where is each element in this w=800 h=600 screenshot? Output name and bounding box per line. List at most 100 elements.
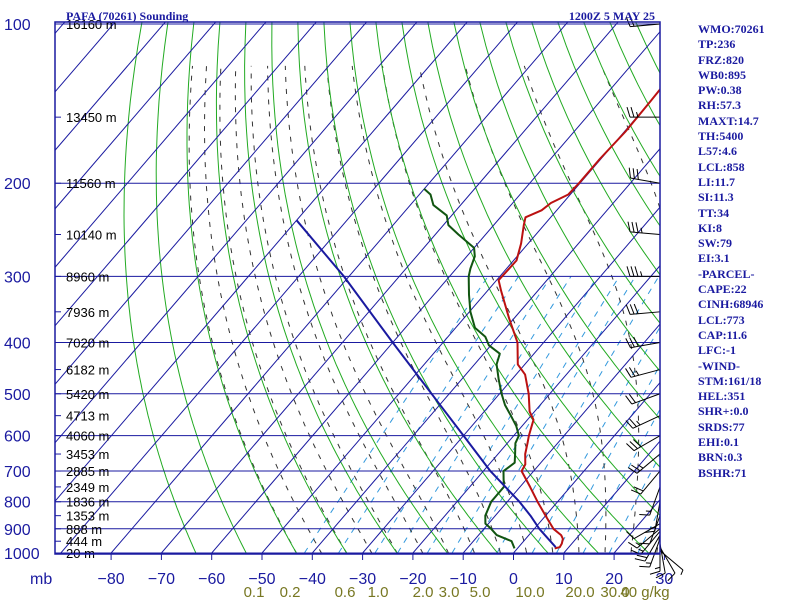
mixing-ratio-line xyxy=(582,408,660,554)
wind-barb xyxy=(655,543,666,579)
sounding-index: SHR+:0.0 xyxy=(698,404,749,419)
height-label: 16160 m xyxy=(66,17,117,32)
moist-adiabat-line xyxy=(304,65,476,554)
temperature-tick-label: −60 xyxy=(198,571,225,588)
sounding-index: LFC:-1 xyxy=(698,343,736,358)
wind-barb xyxy=(626,266,660,277)
isotherm-line xyxy=(159,22,619,554)
height-label: 5420 m xyxy=(66,387,109,402)
sounding-profiles xyxy=(295,87,660,550)
dry-adiabat-line xyxy=(453,22,660,420)
sounding-index: BRN:0.3 xyxy=(698,450,743,465)
height-label: 1353 m xyxy=(66,509,109,524)
wind-barb xyxy=(628,528,661,549)
wind-barb xyxy=(625,367,661,378)
sounding-index: BSHR:71 xyxy=(698,465,747,480)
height-label: 6182 m xyxy=(66,363,109,378)
isotherm-line xyxy=(55,22,167,152)
dry-adiabat-line xyxy=(427,22,660,468)
dry-adiabat-line xyxy=(323,22,550,554)
sounding-index: TP:236 xyxy=(698,37,736,52)
wind-barb xyxy=(659,546,676,582)
mixing-ratio-line xyxy=(303,276,489,554)
sounding-index: SW:79 xyxy=(698,236,733,251)
sounding-index: -WIND- xyxy=(698,358,740,373)
wind-barb xyxy=(630,470,661,495)
height-label: 8960 m xyxy=(66,269,109,284)
temperature-tick-label: 20 xyxy=(605,571,623,588)
pressure-tick-labels: 100 200 300 400 500 600 700 800 900 1000 mb xyxy=(4,17,52,588)
mixing-ratio-label: 20.0 xyxy=(565,584,594,600)
dry-adiabat-line xyxy=(778,0,800,564)
dry-adiabat-line xyxy=(505,22,660,324)
temperature-tick-label: −40 xyxy=(299,571,326,588)
moist-adiabat-line xyxy=(234,65,373,554)
isotherm-line xyxy=(55,22,217,210)
height-label: 4713 m xyxy=(66,409,109,424)
temperature-profile-line xyxy=(497,87,660,550)
moist-adiabat-line xyxy=(418,65,580,554)
isotherm-line xyxy=(461,323,660,554)
isotherm-line xyxy=(361,206,660,554)
sounding-index: STM:161/18 xyxy=(698,373,762,388)
pressure-tick-label: 100 xyxy=(4,17,31,34)
height-label: 10140 m xyxy=(66,228,117,243)
temperature-tick-label: −10 xyxy=(450,571,477,588)
plot-frame xyxy=(54,21,661,555)
height-labels: 16160 m 13450 m 11560 m 10140 m 8960 m 7936 m… xyxy=(55,17,117,561)
sounding-index: RH:57.3 xyxy=(698,98,741,113)
mixing-ratio-label: 10.0 xyxy=(515,584,544,600)
sounding-index: EHI:0.1 xyxy=(698,435,740,450)
sounding-index: HEL:351 xyxy=(698,389,746,404)
wind-barb xyxy=(649,541,661,575)
wind-barb xyxy=(644,501,661,533)
mixing-ratio-label: 2.0 xyxy=(413,584,434,600)
dry-adiabat-line xyxy=(244,22,399,554)
sounding-index: PW:0.38 xyxy=(698,83,742,98)
wind-barbs xyxy=(625,16,684,582)
mixing-ratio-line xyxy=(496,276,660,554)
mixing-ratio-line xyxy=(451,276,620,554)
sounding-index: TH:5400 xyxy=(698,129,744,144)
isotherm-line xyxy=(55,22,418,444)
wind-barb xyxy=(639,538,661,568)
mixing-ratio-label: 30.0 xyxy=(600,584,629,600)
mixing-ratio-label: 1.0 xyxy=(368,584,389,600)
moist-adiabat-line xyxy=(188,65,298,554)
isotherm-line xyxy=(310,147,660,554)
dry-adiabat-line xyxy=(186,22,298,554)
pressure-tick-label: 900 xyxy=(4,522,31,539)
dry-adiabat-line xyxy=(583,22,660,178)
wind-barb xyxy=(625,303,661,315)
sounding-index: TT:34 xyxy=(698,205,730,220)
mixing-ratio-line xyxy=(469,276,636,554)
pressure-tick-label: 1000 xyxy=(4,546,40,563)
wind-barb xyxy=(627,221,661,236)
height-label: 3453 m xyxy=(66,447,109,462)
dry-adiabat-line xyxy=(479,22,660,372)
moist-adiabat-line xyxy=(523,65,640,554)
moist-adiabat-line xyxy=(351,65,528,554)
mixing-ratio-line xyxy=(397,276,572,554)
dry-adiabat-line xyxy=(401,22,660,517)
sounding-index: LI:11.7 xyxy=(698,174,736,189)
wind-barb xyxy=(634,534,661,562)
sounding-index: SI:11.3 xyxy=(698,190,734,205)
temperature-tick-label: −50 xyxy=(248,571,275,588)
sounding-index: FRZ:820 xyxy=(698,52,744,67)
dry-adiabat-line xyxy=(531,22,660,276)
sounding-index: MAXT:14.7 xyxy=(698,113,759,128)
sounding-index: CINH:68946 xyxy=(698,297,764,312)
sounding-index: EI:3.1 xyxy=(698,251,730,266)
wind-barb xyxy=(626,435,661,452)
pressure-tick-label: 800 xyxy=(4,495,31,512)
height-label: 1836 m xyxy=(66,495,109,510)
moist-adiabat-line xyxy=(284,65,450,554)
wind-barb xyxy=(625,393,661,405)
mixing-ratio-lines xyxy=(303,276,660,554)
mixing-ratio-labels: 0.1 0.2 0.6 1.0 2.0 3.0 5.0 10.0 20.0 30.040 g/kg xyxy=(244,584,670,600)
isotherm-line xyxy=(55,22,317,327)
wind-barb xyxy=(639,486,661,516)
station-title: PAFA (70261) Sounding xyxy=(66,9,188,23)
